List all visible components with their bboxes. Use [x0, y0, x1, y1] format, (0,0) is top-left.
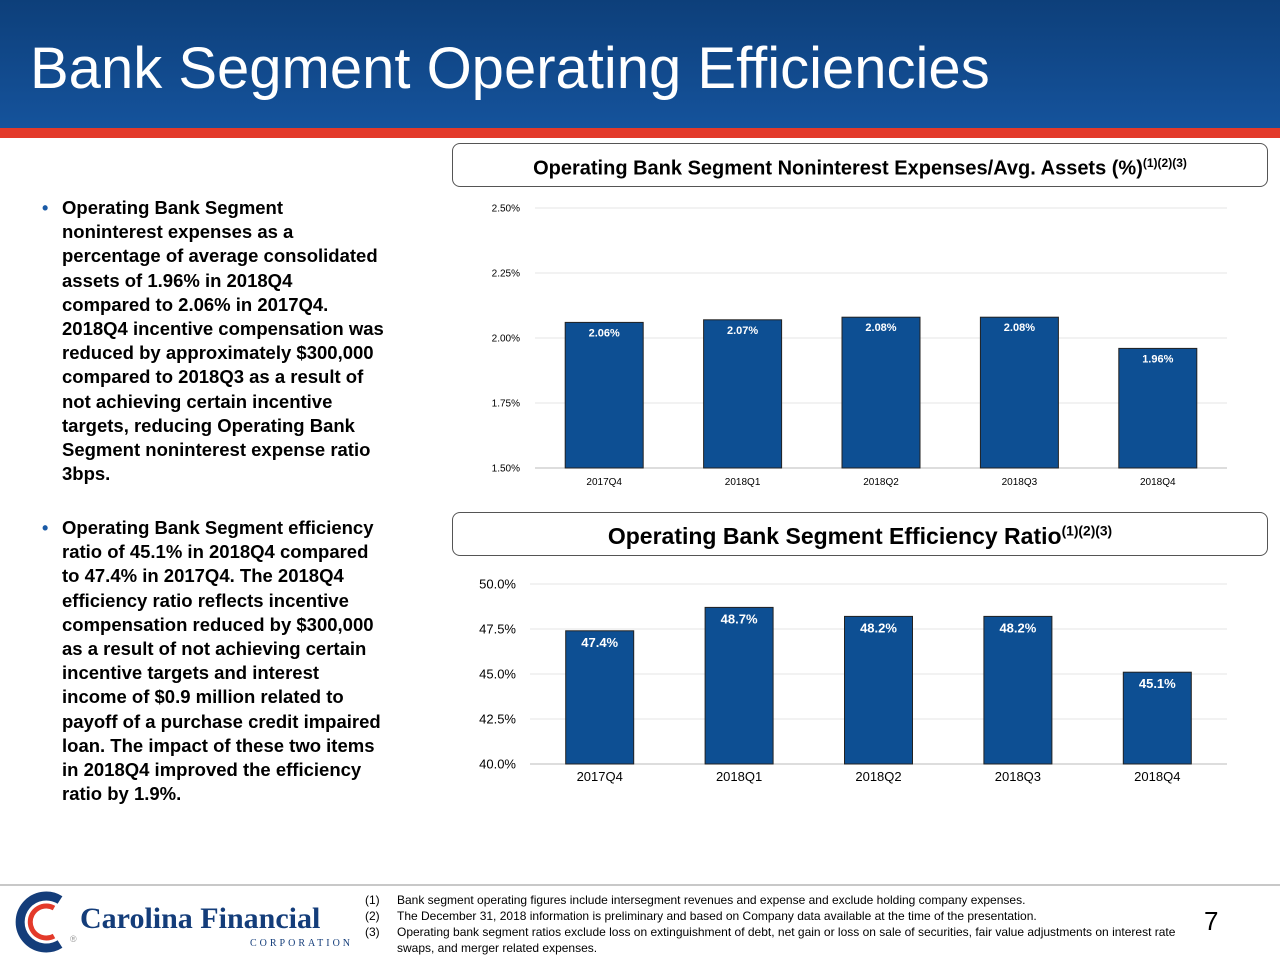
footer-divider: [0, 884, 1280, 886]
bullet-line: noninterest expenses as a: [62, 221, 294, 243]
page-number: 7: [1204, 906, 1219, 936]
bar: [565, 630, 635, 765]
bullet-line: targets, reducing Operating Bank: [62, 414, 355, 436]
bullet-line: 2018Q4 incentive compensation was: [62, 318, 384, 340]
bullet-line: compared to 2.06% in 2017Q4.: [62, 293, 329, 315]
bullet-item: • Operating Bank Segment efficiency ratio …: [40, 516, 420, 806]
footnote-text: The December 31, 2018 information is pre…: [397, 909, 1037, 923]
bullet-line: loan. The impact of these two items: [62, 734, 375, 756]
data-label: 2.08%: [1004, 322, 1035, 334]
chart-title-box-efficiency: Operating Bank Segment Efficiency Ratio(…: [452, 512, 1268, 556]
y-tick-label: 40.0%: [479, 757, 516, 772]
bar: [844, 615, 913, 765]
data-label: 2.07%: [727, 325, 758, 337]
footnotes: (1) Bank segment operating figures includ…: [365, 892, 1185, 956]
bar: [703, 319, 783, 469]
bar: [979, 316, 1059, 469]
x-tick-label: 2018Q2: [863, 477, 899, 488]
x-tick-label: 2018Q3: [1002, 477, 1038, 488]
bullet-line: Segment noninterest expense ratio: [62, 439, 371, 461]
footnote: (3) Operating bank segment ratios exclude…: [365, 924, 1185, 956]
chart-title-expenses-text: Operating Bank Segment Noninterest Expen…: [533, 157, 1143, 180]
bullet-line: as a result of not achieving certain: [62, 638, 367, 660]
chart-title-box-expenses: Operating Bank Segment Noninterest Expen…: [452, 143, 1268, 187]
bullet-line: compared to 2018Q3 as a result of: [62, 366, 364, 388]
bar: [1122, 671, 1192, 765]
bullet-line: ratio by 1.9%.: [62, 783, 182, 805]
data-label: 2.06%: [589, 327, 620, 339]
y-tick-label: 2.00%: [492, 334, 520, 345]
data-label: 47.4%: [581, 635, 618, 650]
data-label: 1.96%: [1142, 353, 1173, 365]
chart-title-efficiency-footnote: (1)(2)(3): [1061, 523, 1113, 539]
bar: [564, 321, 644, 469]
page-title: Bank Segment Operating Efficiencies: [30, 36, 990, 101]
bullet-line: not achieving certain incentive: [62, 390, 333, 412]
logo-name: Carolina Financial: [80, 902, 321, 935]
bullet-line: reduced by approximately $300,000: [62, 342, 374, 364]
data-label: 48.2%: [860, 620, 897, 635]
footnote-text: Bank segment operating figures include i…: [397, 893, 1026, 907]
x-tick-label: 2018Q4: [1140, 477, 1176, 488]
x-tick-label: 2018Q2: [855, 769, 901, 784]
chart-title-expenses-footnote: (1)(2)(3): [1142, 156, 1187, 170]
bullet-line: Operating Bank Segment: [62, 197, 284, 218]
chart-title-expenses: Operating Bank Segment Noninterest Expen…: [453, 156, 1267, 181]
footnote-number: (2): [365, 909, 380, 923]
bullet-line: compensation reduced by $300,000: [62, 613, 374, 635]
bullet-line: in 2018Q4 improved the efficiency: [62, 759, 362, 781]
bullet-line: income of $0.9 million related to: [62, 686, 344, 708]
footnote-number: (1): [365, 893, 380, 907]
data-label: 45.1%: [1139, 676, 1176, 691]
bullet-line: ratio of 45.1% in 2018Q4 compared: [62, 541, 369, 563]
logo-registered-mark: ®: [70, 934, 77, 944]
bullet-dot-icon: •: [42, 198, 49, 218]
footnote-text: Operating bank segment ratios exclude lo…: [397, 925, 1176, 955]
y-tick-label: 42.5%: [479, 712, 516, 727]
data-label: 2.08%: [865, 322, 896, 334]
company-logo: Carolina Financial CORPORATION ®: [8, 886, 360, 958]
y-tick-label: 2.25%: [492, 269, 520, 280]
x-tick-label: 2018Q1: [716, 769, 762, 784]
bullet-line: percentage of average consolidated: [62, 245, 378, 267]
y-tick-label: 45.0%: [479, 667, 516, 682]
bullet-line: 3bps.: [62, 463, 111, 485]
bar: [1118, 347, 1198, 469]
x-tick-label: 2017Q4: [586, 477, 622, 488]
bar: [983, 615, 1053, 765]
x-tick-label: 2018Q4: [1134, 769, 1180, 784]
footnote-number: (3): [365, 925, 380, 939]
header-banner: Bank Segment Operating Efficiencies: [0, 0, 1280, 128]
chart-title-efficiency-text: Operating Bank Segment Efficiency Ratio: [607, 523, 1062, 549]
bullet-line: efficiency ratio reflects incentive: [62, 589, 349, 611]
bullet-line: assets of 1.96% in 2018Q4: [62, 269, 293, 291]
bullet-dot-icon: •: [42, 518, 49, 538]
bar: [704, 606, 774, 765]
x-tick-label: 2018Q3: [995, 769, 1041, 784]
bullet-item: • Operating Bank Segment noninterest expen…: [40, 196, 420, 486]
x-tick-label: 2017Q4: [577, 769, 623, 784]
data-label: 48.2%: [999, 620, 1036, 635]
y-tick-label: 2.50%: [492, 204, 520, 215]
footnote: (1) Bank segment operating figures includ…: [365, 892, 1185, 908]
y-tick-label: 50.0%: [479, 577, 516, 592]
footnote: (2) The December 31, 2018 information is …: [365, 908, 1185, 924]
y-tick-label: 47.5%: [479, 622, 516, 637]
header-stripe: [0, 128, 1280, 138]
bar: [841, 316, 921, 469]
x-tick-label: 2018Q1: [725, 477, 761, 488]
expenses-ratio-chart: 1.50% 1.75% 2.00% 2.25% 2.50% 2.06% 2017Q4 2.07…: [492, 204, 1227, 488]
bullet-line: to 47.4% in 2017Q4. The 2018Q4: [62, 565, 344, 587]
data-label: 48.7%: [721, 611, 758, 626]
chart-title-efficiency: Operating Bank Segment Efficiency Ratio(…: [453, 523, 1267, 550]
bullet-line: incentive targets and interest: [62, 662, 320, 684]
logo-subtitle: CORPORATION: [250, 938, 354, 949]
logo-mark-icon: [15, 891, 63, 953]
bullet-line: Operating Bank Segment efficiency: [62, 517, 374, 538]
efficiency-ratio-chart: 40.0% 42.5% 45.0% 47.5% 50.0% 47.4% 2017Q4 48.7…: [479, 577, 1227, 784]
bullet-line: payoff of a purchase credit impaired: [62, 710, 381, 732]
y-tick-label: 1.50%: [492, 464, 520, 475]
y-tick-label: 1.75%: [492, 399, 520, 410]
